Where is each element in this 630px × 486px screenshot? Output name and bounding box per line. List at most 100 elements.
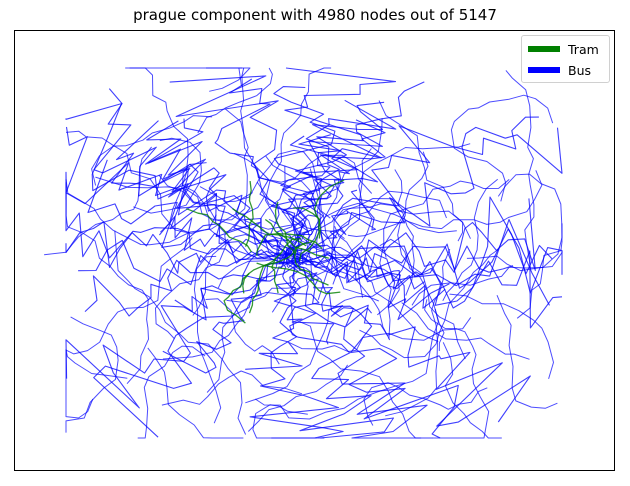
- bus-route: [299, 321, 422, 439]
- tram-route: [264, 218, 329, 259]
- bus-route: [293, 262, 531, 427]
- bus-route: [359, 248, 499, 359]
- bus-route: [162, 251, 288, 374]
- bus-route: [496, 295, 558, 409]
- bus-route: [291, 101, 385, 251]
- bus-route: [317, 143, 471, 301]
- tram-route: [186, 208, 252, 253]
- bus-route: [65, 221, 291, 274]
- bus-route: [442, 342, 502, 439]
- bus-route: [378, 100, 464, 242]
- bus-route: [197, 67, 273, 134]
- bus-route: [137, 345, 206, 439]
- bus-route: [347, 170, 543, 237]
- legend-label-bus: Bus: [568, 62, 592, 78]
- bus-route: [450, 94, 554, 202]
- legend-swatch-bus: [528, 67, 560, 73]
- bus-route: [125, 67, 243, 87]
- bus-route: [442, 178, 499, 302]
- bus-route: [234, 153, 333, 255]
- bus-route: [91, 115, 213, 186]
- bus-route: [44, 146, 152, 256]
- bus-route: [206, 67, 251, 92]
- bus-route: [363, 382, 488, 426]
- bus-route: [182, 162, 256, 258]
- legend-item-bus: Bus: [528, 62, 591, 78]
- bus-route: [315, 118, 383, 267]
- bus-route: [466, 251, 563, 272]
- bus-route: [155, 196, 265, 339]
- transit-network: [44, 67, 563, 439]
- bus-route: [245, 260, 303, 370]
- bus-route: [334, 226, 400, 316]
- legend-swatch-tram: [528, 46, 560, 52]
- legend-item-tram: Tram: [528, 41, 599, 57]
- bus-route: [192, 177, 340, 316]
- tram-route: [293, 241, 329, 286]
- bus-route: [401, 302, 530, 360]
- bus-routes: [44, 67, 563, 439]
- bus-route: [226, 196, 313, 303]
- tram-route: [274, 201, 297, 255]
- bus-route: [280, 196, 553, 275]
- bus-route: [93, 266, 295, 438]
- bus-route: [245, 255, 408, 404]
- bus-route: [271, 148, 372, 313]
- bus-route: [382, 169, 406, 258]
- bus-route: [397, 151, 466, 360]
- bus-route: [65, 182, 149, 385]
- tram-route: [248, 257, 277, 314]
- bus-route: [264, 67, 332, 225]
- bus-route: [193, 255, 222, 424]
- bus-route: [332, 203, 415, 296]
- bus-route: [282, 228, 563, 294]
- tram-route: [242, 246, 298, 294]
- bus-route: [65, 316, 119, 433]
- bus-route: [424, 299, 490, 439]
- tram-routes: [186, 179, 345, 324]
- bus-route: [291, 260, 459, 439]
- tram-route: [313, 179, 345, 239]
- tram-route: [293, 207, 321, 262]
- tram-route: [271, 238, 302, 294]
- bus-route: [205, 298, 280, 365]
- bus-route: [260, 165, 364, 298]
- bus-route: [65, 179, 253, 246]
- tram-route: [232, 208, 307, 247]
- bus-route: [449, 293, 554, 380]
- bus-route: [286, 249, 335, 345]
- tram-route: [256, 232, 323, 256]
- bus-route: [214, 78, 296, 263]
- bus-route: [162, 286, 295, 360]
- bus-route: [379, 238, 445, 352]
- bus-route: [114, 230, 247, 435]
- bus-route: [95, 108, 249, 221]
- bus-route: [256, 181, 439, 342]
- bus-route: [290, 255, 446, 309]
- bus-route: [133, 137, 202, 214]
- bus-route: [65, 237, 193, 355]
- bus-route: [252, 404, 317, 439]
- bus-route: [292, 99, 397, 252]
- bus-route: [78, 239, 289, 286]
- bus-route: [147, 347, 244, 439]
- legend-label-tram: Tram: [568, 41, 599, 57]
- bus-route: [302, 116, 539, 265]
- bus-route: [285, 81, 425, 253]
- tram-route: [223, 272, 250, 324]
- bus-route: [294, 265, 433, 439]
- legend: Tram Bus: [521, 35, 610, 83]
- bus-route: [331, 190, 447, 302]
- bus-route: [249, 262, 344, 439]
- bus-route: [147, 118, 296, 256]
- bus-route: [284, 67, 397, 267]
- bus-route: [255, 308, 439, 420]
- plot-title: prague component with 4980 nodes out of …: [133, 6, 497, 24]
- bus-route: [411, 223, 563, 306]
- bus-route: [65, 349, 128, 419]
- tram-route: [244, 181, 254, 247]
- tram-route: [256, 262, 341, 295]
- bus-route: [497, 173, 563, 319]
- bus-route: [161, 370, 303, 406]
- bus-route: [206, 218, 284, 393]
